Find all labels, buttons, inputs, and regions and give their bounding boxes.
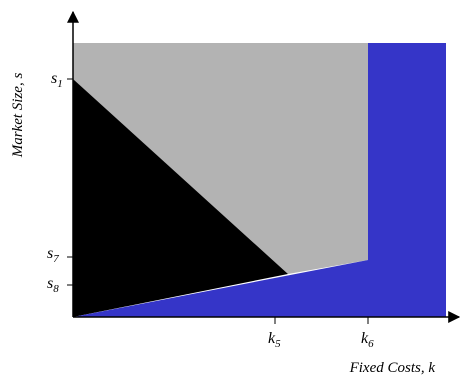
- x-tick-label-k5: k5: [268, 330, 281, 350]
- x-axis-title: Fixed Costs, k: [349, 360, 436, 376]
- blue-region: [73, 43, 446, 317]
- x-tick-label-k6: k6: [361, 330, 374, 350]
- y-tick-label-s1: s1: [51, 70, 63, 90]
- y-axis-title: Market Size, s: [10, 73, 26, 159]
- y-tick-label-s7: s7: [47, 245, 59, 265]
- gray-region: [73, 43, 368, 274]
- y-tick-label-s8: s8: [47, 275, 59, 295]
- black-region: [73, 79, 288, 317]
